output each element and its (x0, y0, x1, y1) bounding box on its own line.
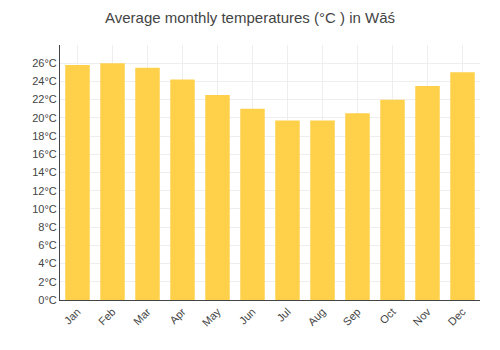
svg-text:18°C: 18°C (32, 130, 57, 142)
svg-text:Aug: Aug (305, 306, 327, 328)
svg-text:Sep: Sep (340, 306, 362, 328)
svg-text:Dec: Dec (445, 305, 468, 328)
svg-text:12°C: 12°C (32, 185, 57, 197)
svg-text:Nov: Nov (410, 305, 433, 328)
svg-text:0°C: 0°C (38, 294, 57, 306)
svg-text:Mar: Mar (131, 305, 153, 327)
svg-text:26°C: 26°C (32, 57, 57, 69)
svg-text:May: May (200, 305, 224, 329)
svg-text:Jan: Jan (62, 306, 83, 327)
svg-text:14°C: 14°C (32, 166, 57, 178)
svg-text:6°C: 6°C (38, 239, 57, 251)
svg-text:22°C: 22°C (32, 93, 57, 105)
svg-text:2°C: 2°C (38, 276, 57, 288)
svg-text:4°C: 4°C (38, 257, 57, 269)
svg-text:8°C: 8°C (38, 221, 57, 233)
svg-text:10°C: 10°C (32, 203, 57, 215)
svg-text:Apr: Apr (167, 305, 188, 326)
svg-text:Jul: Jul (274, 306, 292, 324)
svg-text:24°C: 24°C (32, 75, 57, 87)
svg-text:Oct: Oct (377, 306, 398, 327)
svg-text:20°C: 20°C (32, 112, 57, 124)
svg-text:Jun: Jun (237, 306, 258, 327)
svg-text:Average monthly temperatures (: Average monthly temperatures (°C ) in Wā… (105, 9, 395, 26)
svg-text:Feb: Feb (96, 306, 118, 328)
svg-text:16°C: 16°C (32, 148, 57, 160)
